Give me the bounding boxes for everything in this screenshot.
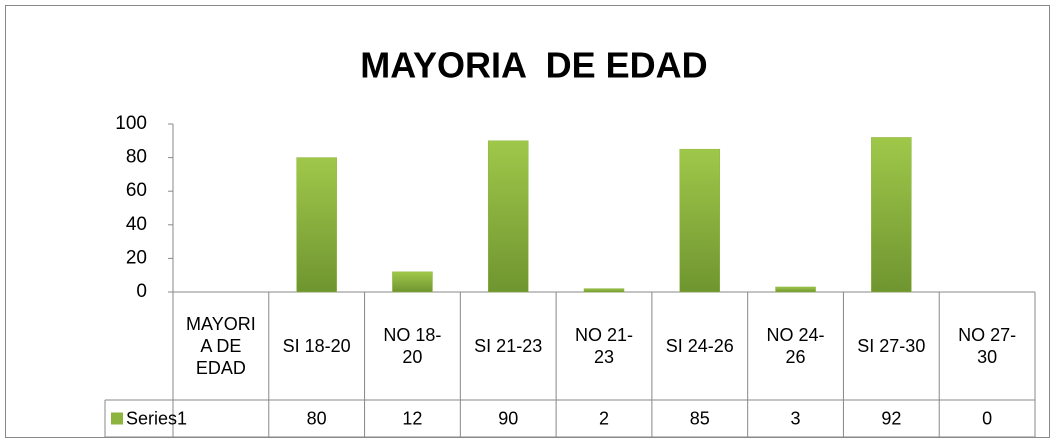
data-table-value: 92 [881,408,901,428]
category-label: SI 18-20 [282,336,351,356]
bar [679,148,721,293]
bar [583,288,625,293]
category-label: NO 21-23 [574,325,633,367]
bar [775,286,816,293]
y-tick-label: 40 [126,214,147,235]
data-table-value: 12 [402,408,422,428]
bar [871,137,912,293]
bar [296,157,337,293]
category-label: SI 24-26 [665,336,734,356]
data-table-value: 85 [690,408,710,428]
bar [392,271,433,293]
data-table-value: 3 [791,408,801,428]
category-label: MAYORIA DE EDAD [186,314,256,378]
data-table-value: 80 [307,408,327,428]
category-label: NO 18-20 [383,325,442,367]
data-table-value: 2 [599,408,609,428]
y-tick-label: 0 [136,281,147,302]
y-tick-label: 80 [126,147,147,168]
chart-title: MAYORIA DE EDAD [360,45,707,86]
y-tick-label: 20 [126,247,147,268]
category-label: SI 27-30 [857,336,926,356]
category-label: NO 27-30 [958,325,1017,367]
bar [487,140,529,293]
y-tick-label: 60 [126,180,147,201]
data-table-value: 90 [498,408,518,428]
data-table-value: 0 [982,408,992,428]
legend-label: Series1 [126,408,187,428]
category-label: SI 21-23 [474,336,543,356]
legend-swatch [111,412,123,425]
category-label: NO 24-26 [766,325,825,367]
y-tick-label: 100 [115,113,147,134]
